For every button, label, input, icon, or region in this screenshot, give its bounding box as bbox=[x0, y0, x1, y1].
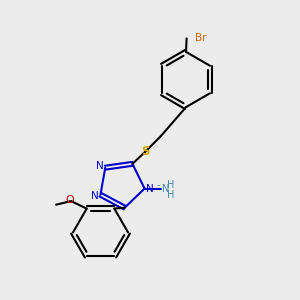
Text: N: N bbox=[146, 184, 154, 194]
Text: N: N bbox=[91, 191, 99, 201]
Text: S: S bbox=[141, 145, 150, 158]
Text: H: H bbox=[167, 180, 174, 190]
Text: N: N bbox=[96, 161, 104, 171]
Text: Br: Br bbox=[195, 33, 206, 43]
Text: H: H bbox=[167, 190, 174, 200]
Text: O: O bbox=[65, 196, 74, 206]
Text: -: - bbox=[157, 180, 160, 190]
Text: N: N bbox=[162, 184, 169, 194]
